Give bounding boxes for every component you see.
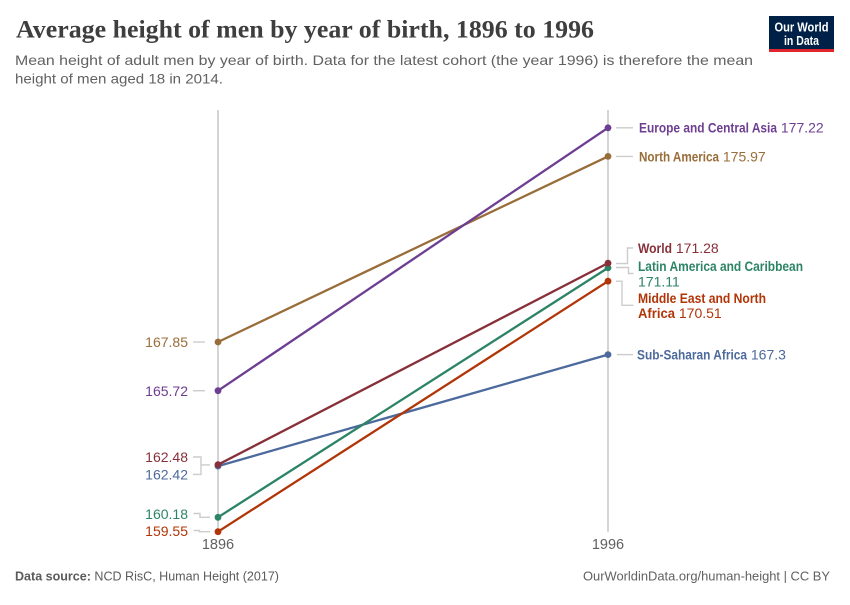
svg-text:165.72: 165.72: [145, 383, 188, 399]
svg-text:159.55: 159.55: [145, 523, 188, 539]
svg-text:Mean height of adult men by ye: Mean height of adult men by year of birt…: [15, 52, 753, 68]
svg-text:Latin America and Caribbean: Latin America and Caribbean: [638, 258, 803, 274]
svg-text:171.11: 171.11: [638, 274, 680, 290]
svg-text:1996: 1996: [592, 537, 624, 553]
svg-text:in Data: in Data: [784, 34, 820, 48]
svg-text:Our World: Our World: [775, 21, 829, 35]
svg-text:height of men aged 18 in 2014.: height of men aged 18 in 2014.: [15, 71, 223, 87]
svg-text:Africa 170.51: Africa 170.51: [638, 305, 722, 321]
svg-text:Data source: NCD RisC, Human H: Data source: NCD RisC, Human Height (201…: [15, 569, 279, 584]
svg-text:167.85: 167.85: [145, 334, 188, 350]
svg-text:OurWorldinData.org/human-heigh: OurWorldinData.org/human-height | CC BY: [583, 569, 830, 584]
svg-text:1896: 1896: [202, 537, 234, 553]
svg-text:North America 175.97: North America 175.97: [639, 148, 766, 164]
svg-text:Average height of men by year: Average height of men by year of birth, …: [16, 17, 594, 44]
svg-text:162.42: 162.42: [145, 467, 188, 483]
svg-text:Europe and Central Asia 177.22: Europe and Central Asia 177.22: [639, 120, 824, 136]
svg-text:Middle East and North: Middle East and North: [638, 290, 766, 306]
svg-text:Sub-Saharan Africa 167.3: Sub-Saharan Africa 167.3: [637, 347, 786, 363]
svg-text:160.18: 160.18: [145, 506, 188, 522]
svg-text:World 171.28: World 171.28: [638, 240, 719, 256]
svg-text:162.48: 162.48: [145, 449, 188, 465]
